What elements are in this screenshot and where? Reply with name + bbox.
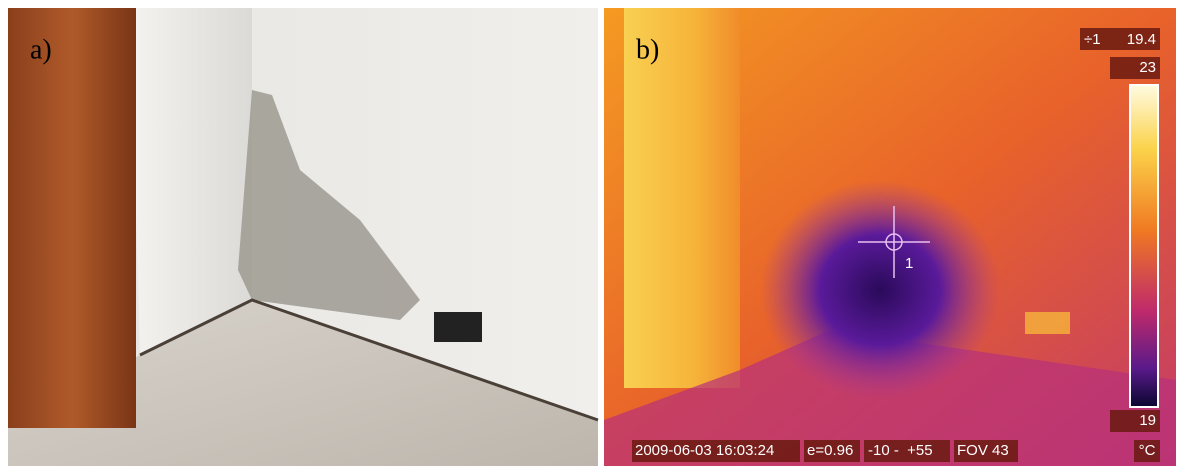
spot-marker: ÷1	[1084, 31, 1101, 48]
timestamp: 2009-06-03 16:03:24	[635, 442, 774, 459]
warm-spot	[1025, 312, 1070, 334]
scale-min: 19	[1139, 412, 1156, 429]
scale-max: 23	[1139, 59, 1156, 76]
door	[8, 8, 136, 428]
scale-unit: °C	[1139, 442, 1156, 459]
photo-panel: a)	[8, 8, 598, 466]
fov: FOV 43	[957, 442, 1009, 459]
range: -10 - +55	[868, 442, 933, 459]
panel-label: a)	[30, 34, 52, 65]
spot-label: 1	[905, 255, 913, 272]
emissivity: e=0.96	[807, 442, 853, 459]
panel-label: b)	[636, 34, 659, 65]
spot-value: 19.4	[1127, 31, 1156, 48]
wall	[130, 8, 252, 355]
color-scale	[1130, 85, 1158, 407]
figure: a) 1 b) ÷1 19.4 23 19 °C 2009-06-03 16:0…	[0, 0, 1179, 470]
cold-area	[760, 180, 1000, 400]
socket	[434, 312, 482, 342]
thermal-panel: 1 b) ÷1 19.4 23 19 °C 2009-06-03 16:03:2…	[604, 8, 1176, 466]
